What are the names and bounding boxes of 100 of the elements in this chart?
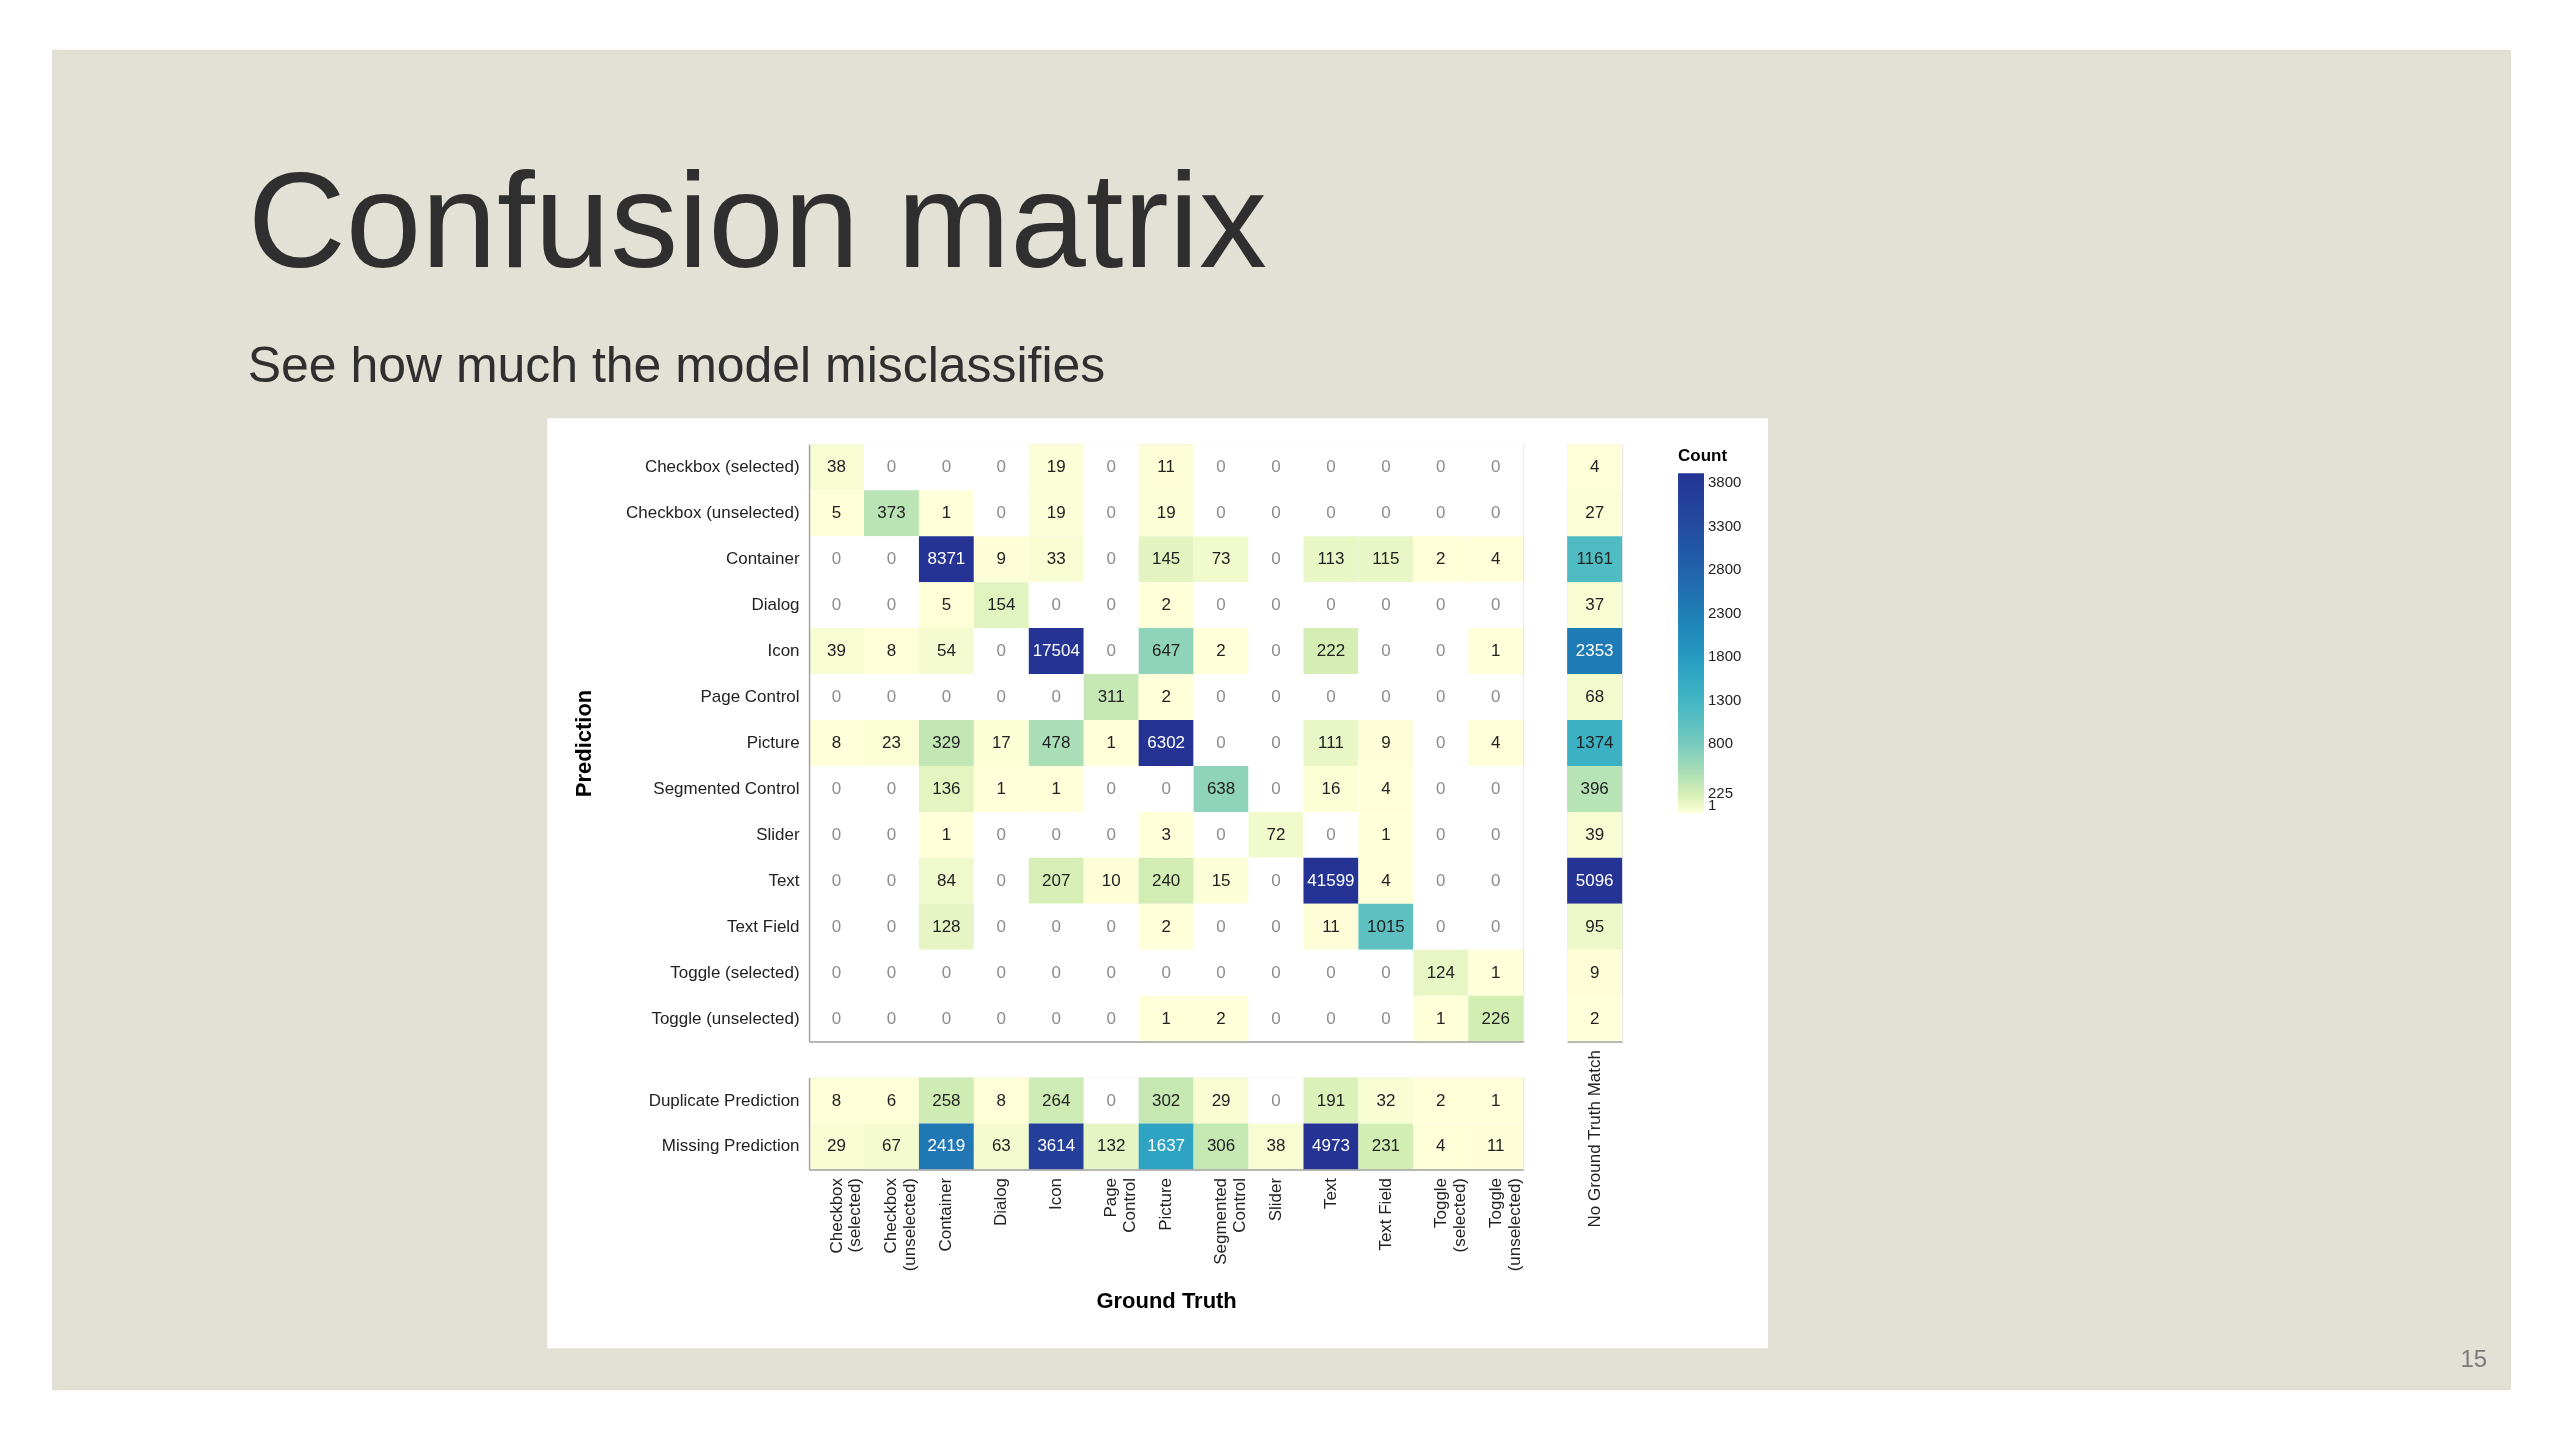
data-label: 6302 [1147, 732, 1186, 752]
data-label: 0 [996, 916, 1007, 936]
data-label: 0 [1271, 687, 1281, 707]
data-label: 0 [1381, 687, 1391, 707]
data-label: 0 [886, 687, 897, 707]
data-label: 67 [882, 1136, 901, 1156]
data-label: 0 [1216, 595, 1226, 615]
data-label: 17504 [1032, 641, 1080, 661]
y-tick-label: Picture [746, 732, 800, 752]
data-label: 0 [1271, 778, 1281, 798]
color-bar-label: 3300 [1708, 516, 1742, 534]
data-label: 0 [1271, 962, 1281, 982]
data-label: 0 [996, 457, 1007, 477]
data-label: 29 [1211, 1090, 1231, 1110]
data-label: 0 [886, 457, 897, 477]
data-label: 311 [1097, 687, 1125, 707]
data-label: 8371 [927, 549, 966, 569]
data-label: 0 [886, 824, 897, 844]
y-tick-label: Duplicate Prediction [648, 1090, 800, 1110]
color-bar-label: 1300 [1708, 690, 1742, 708]
data-label: 95 [1585, 916, 1605, 936]
data-label: 0 [1436, 916, 1446, 936]
text: 15 [2460, 1345, 2488, 1373]
x-tick-label: Picture [1156, 1177, 1176, 1231]
data-label: 4 [1491, 549, 1501, 569]
data-label: 207 [1042, 870, 1071, 890]
data-label: 0 [1436, 503, 1446, 523]
data-label: 0 [1326, 687, 1336, 707]
x-tick-label: Icon [1046, 1177, 1066, 1211]
data-label: 32 [1376, 1090, 1396, 1110]
data-label: 0 [1491, 870, 1501, 890]
y-tick-label: Text Field [726, 916, 800, 936]
data-label: 0 [831, 549, 842, 569]
data-label: 0 [1161, 962, 1171, 982]
data-label: 302 [1151, 1090, 1181, 1110]
data-label: 38 [827, 457, 846, 477]
data-label: 0 [941, 457, 952, 477]
data-label: 0 [996, 687, 1007, 707]
data-label: 29 [827, 1136, 846, 1156]
data-label: 0 [1271, 457, 1281, 477]
data-label: 154 [987, 595, 1016, 615]
data-label: 0 [1271, 870, 1281, 890]
y-tick-label: Toggle (unselected) [651, 1008, 800, 1028]
data-label: 68 [1585, 687, 1605, 707]
data-label: 1161 [1576, 549, 1613, 569]
data-label: 1 [1161, 1008, 1171, 1028]
data-label: 0 [1326, 595, 1336, 615]
y-tick-label: Page Control [700, 687, 800, 707]
data-label: 240 [1151, 870, 1181, 890]
data-label: 111 [1318, 732, 1344, 752]
data-label: 222 [1316, 641, 1346, 661]
x-tick-label: Segmented Control [1211, 1177, 1250, 1265]
data-label: 231 [1371, 1136, 1401, 1156]
data-label: 0 [1271, 1008, 1281, 1028]
data-label: 1 [1491, 962, 1501, 982]
data-label: 128 [932, 916, 961, 936]
data-label: 2 [1161, 595, 1171, 615]
data-label: 2353 [1575, 641, 1614, 661]
data-label: 0 [1436, 641, 1446, 661]
data-label: 0 [1436, 687, 1446, 707]
data-label: 4973 [1312, 1136, 1350, 1156]
data-label: 136 [932, 778, 961, 798]
x-tick-label: Toggle (selected) [1430, 1177, 1469, 1253]
color-bar-label: 2800 [1708, 560, 1742, 578]
data-label: 0 [831, 916, 842, 936]
data-label: 478 [1042, 732, 1071, 752]
x-tick-label: Slider [1266, 1177, 1285, 1222]
data-label: 0 [1106, 778, 1116, 798]
data-label: 16 [1321, 778, 1341, 798]
data-label: 0 [1271, 732, 1281, 752]
data-label: 1 [1051, 778, 1061, 798]
data-label: 124 [1426, 962, 1455, 982]
data-label: 0 [1271, 1090, 1281, 1110]
data-label: 0 [1491, 778, 1501, 798]
data-label: 0 [1051, 962, 1061, 982]
data-label: 0 [1106, 503, 1116, 523]
x-axis-title: Ground Truth [1096, 1288, 1237, 1314]
data-label: 39 [1585, 824, 1605, 844]
data-label: 0 [1491, 457, 1501, 477]
data-label: 9 [1381, 732, 1391, 752]
data-label: 0 [1271, 549, 1281, 569]
data-label: 4 [1381, 778, 1391, 798]
data-label: 0 [1216, 962, 1226, 982]
data-label: 4 [1491, 732, 1501, 752]
data-label: 0 [886, 549, 897, 569]
data-label: 0 [831, 1008, 842, 1028]
data-label: 2 [1436, 549, 1446, 569]
data-label: 54 [936, 641, 956, 661]
x-tick-label: Text [1320, 1177, 1340, 1210]
data-label: 0 [996, 503, 1007, 523]
data-label: 0 [1326, 824, 1336, 844]
data-label: 0 [886, 595, 897, 615]
data-label: 8 [996, 1090, 1007, 1110]
data-label: 0 [1106, 549, 1116, 569]
data-label: 39 [827, 641, 846, 661]
data-label: 5096 [1575, 870, 1614, 890]
color-bar-label: 1800 [1708, 647, 1742, 665]
data-label: 1 [1106, 732, 1116, 752]
chart-subtitle: See how much the model misclassifies [247, 337, 1106, 394]
data-label: 264 [1042, 1090, 1071, 1110]
